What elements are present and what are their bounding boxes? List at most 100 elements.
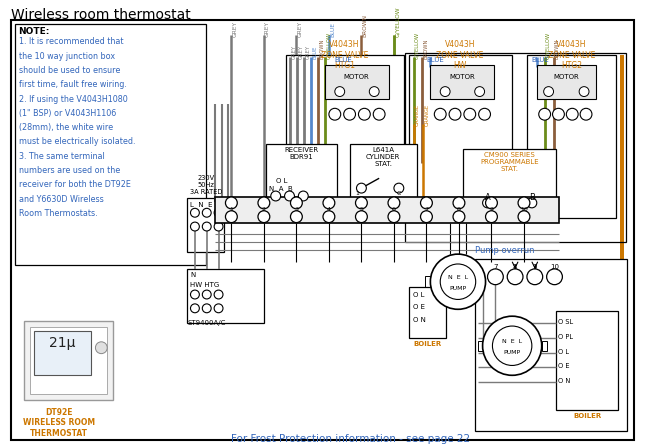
Circle shape xyxy=(388,211,400,223)
Circle shape xyxy=(290,211,303,223)
Circle shape xyxy=(527,198,537,208)
Circle shape xyxy=(214,304,223,313)
Text: RECEIVER
BDR91: RECEIVER BDR91 xyxy=(284,147,319,160)
Circle shape xyxy=(203,304,211,313)
Text: must be electrically isolated.: must be electrically isolated. xyxy=(19,137,135,146)
Bar xyxy=(430,65,495,99)
Text: MOTOR: MOTOR xyxy=(449,74,475,80)
Circle shape xyxy=(203,290,211,299)
Circle shape xyxy=(226,197,237,209)
Circle shape xyxy=(190,208,199,217)
Circle shape xyxy=(441,264,476,299)
Circle shape xyxy=(271,191,281,201)
Text: A: A xyxy=(484,194,490,202)
Text: G/YELLOW: G/YELLOW xyxy=(326,32,331,59)
Circle shape xyxy=(214,290,223,299)
Text: O SL: O SL xyxy=(559,319,573,325)
Text: ORANGE: ORANGE xyxy=(620,104,626,129)
Circle shape xyxy=(355,211,367,223)
Text: should be used to ensure: should be used to ensure xyxy=(19,66,120,75)
Circle shape xyxy=(373,108,385,120)
Circle shape xyxy=(488,269,503,285)
Bar xyxy=(557,311,617,410)
Circle shape xyxy=(344,108,355,120)
Text: BLUE: BLUE xyxy=(426,57,444,63)
Circle shape xyxy=(566,108,578,120)
Text: PUMP: PUMP xyxy=(450,286,466,291)
Bar xyxy=(409,55,512,218)
Circle shape xyxy=(226,211,237,223)
Text: 5: 5 xyxy=(359,207,363,212)
Text: 3: 3 xyxy=(294,207,299,212)
Text: Pump overrun: Pump overrun xyxy=(475,246,534,255)
Text: 9: 9 xyxy=(490,207,493,212)
Text: 4: 4 xyxy=(327,207,331,212)
Circle shape xyxy=(544,87,553,97)
Text: BROWN: BROWN xyxy=(319,39,324,59)
Text: ST9400A/C: ST9400A/C xyxy=(187,320,225,326)
Bar xyxy=(475,259,628,431)
Text: O E: O E xyxy=(413,304,424,310)
Text: G/YELLOW: G/YELLOW xyxy=(546,32,551,59)
Text: V4043H
ZONE VALVE
HTG1: V4043H ZONE VALVE HTG1 xyxy=(321,40,368,70)
Text: 1. It is recommended that: 1. It is recommended that xyxy=(19,38,123,46)
Bar xyxy=(34,331,92,375)
Text: For Frost Protection information - see page 22: For Frost Protection information - see p… xyxy=(232,434,470,444)
Text: BLUE: BLUE xyxy=(335,57,353,63)
Circle shape xyxy=(190,304,199,313)
Text: 9: 9 xyxy=(533,264,537,270)
Text: BLUE: BLUE xyxy=(532,57,550,63)
Circle shape xyxy=(329,108,341,120)
Text: B: B xyxy=(529,194,535,202)
Text: ORANGE: ORANGE xyxy=(415,104,420,126)
Bar xyxy=(325,65,389,99)
Text: ORANGE: ORANGE xyxy=(424,104,430,126)
Text: (1" BSP) or V4043H1106: (1" BSP) or V4043H1106 xyxy=(19,109,116,118)
Circle shape xyxy=(479,108,490,120)
Bar xyxy=(527,55,615,218)
Circle shape xyxy=(486,211,497,223)
Bar xyxy=(620,55,624,262)
Text: O E: O E xyxy=(559,363,570,370)
Text: MOTOR: MOTOR xyxy=(553,74,579,80)
Bar xyxy=(405,53,626,242)
Text: (28mm), the white wire: (28mm), the white wire xyxy=(19,123,113,132)
Text: GREY: GREY xyxy=(305,45,310,59)
Text: GREY: GREY xyxy=(299,45,303,59)
Text: O L: O L xyxy=(275,178,287,184)
Text: and Y6630D Wireless: and Y6630D Wireless xyxy=(19,194,103,203)
Circle shape xyxy=(203,208,211,217)
Circle shape xyxy=(518,211,530,223)
Circle shape xyxy=(441,87,450,97)
Text: BLUE: BLUE xyxy=(312,46,317,59)
Bar xyxy=(286,55,404,218)
Text: CM900 SERIES
PROGRAMMABLE
STAT.: CM900 SERIES PROGRAMMABLE STAT. xyxy=(480,152,539,172)
Text: GREY: GREY xyxy=(265,21,270,38)
Circle shape xyxy=(258,211,270,223)
Circle shape xyxy=(284,191,294,201)
Circle shape xyxy=(190,222,199,231)
Text: O PL: O PL xyxy=(559,334,573,340)
Circle shape xyxy=(258,197,270,209)
Circle shape xyxy=(203,222,211,231)
Text: Room Thermostats.: Room Thermostats. xyxy=(19,209,97,218)
Circle shape xyxy=(475,87,484,97)
Circle shape xyxy=(527,269,542,285)
Text: N: N xyxy=(190,272,195,278)
Text: L  N  E: L N E xyxy=(190,202,212,208)
Text: C: C xyxy=(397,191,401,196)
Text: GREY: GREY xyxy=(232,21,237,38)
Text: L641A
CYLINDER
STAT.: L641A CYLINDER STAT. xyxy=(366,147,401,167)
Circle shape xyxy=(579,87,589,97)
Bar xyxy=(350,144,417,205)
Text: 2. If using the V4043H1080: 2. If using the V4043H1080 xyxy=(19,94,127,104)
Text: 8: 8 xyxy=(457,207,461,212)
Text: N  A  B: N A B xyxy=(269,186,293,192)
Text: V4043H
ZONE VALVE
HW: V4043H ZONE VALVE HW xyxy=(436,40,484,70)
Text: PUMP: PUMP xyxy=(504,350,521,355)
Circle shape xyxy=(492,326,532,366)
Circle shape xyxy=(546,269,562,285)
Circle shape xyxy=(482,316,542,375)
Bar xyxy=(478,341,482,351)
Text: first time, fault free wiring.: first time, fault free wiring. xyxy=(19,80,126,89)
